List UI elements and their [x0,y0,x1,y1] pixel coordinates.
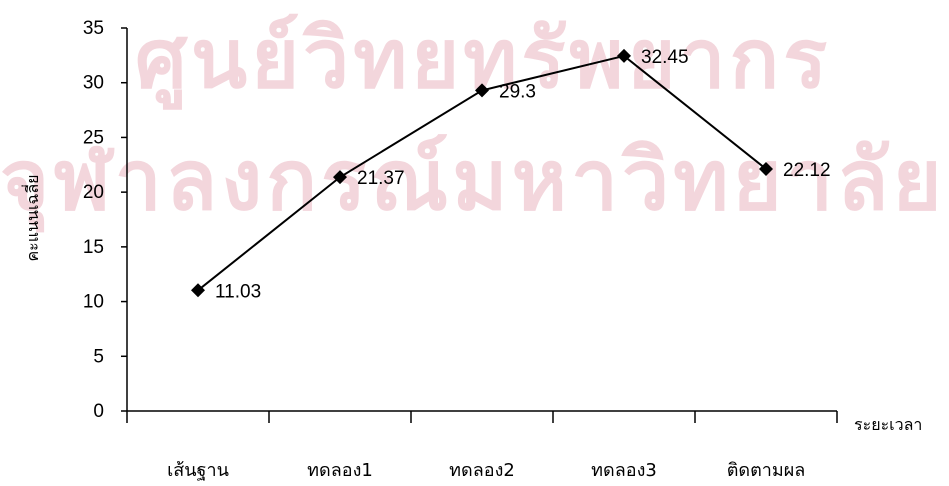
x-tick-label: ติดตามผล [727,460,806,481]
x-tick-label: เส้นฐาน [167,460,229,481]
y-tick-label: 25 [83,127,104,148]
y-tick-label: 5 [93,346,104,367]
data-label: 29.3 [499,81,536,102]
y-tick-label: 35 [83,18,104,39]
x-tick-label: ทดลอง2 [449,460,515,481]
x-tick-label: ทดลอง3 [591,460,657,481]
data-point-marker [475,83,489,98]
y-tick-label: 30 [83,73,104,94]
y-tick-label: 15 [83,237,104,258]
data-label: 11.03 [215,281,261,302]
data-label: 32.45 [641,47,689,68]
data-label: 21.37 [357,168,405,189]
data-point-marker [191,283,205,298]
data-label: 22.12 [783,160,831,181]
y-tick-label: 10 [83,292,104,313]
y-tick-label: 20 [83,182,104,203]
y-tick-label: 0 [93,401,104,422]
x-axis-title: ระยะเวลา [854,415,922,434]
x-axis: เส้นฐาน ทดลอง1 ทดลอง2 ทดลอง3 ติดตามผล [126,410,838,481]
data-point-marker [759,161,773,176]
x-tick-label: ทดลอง1 [307,460,373,481]
series: 11.03 21.37 29.3 32.45 22.12 [191,47,831,302]
y-axis: 0 5 10 15 20 25 30 35 [83,18,128,422]
data-point-marker [617,48,631,63]
data-point-marker [333,170,347,185]
y-axis-title: คะแนนเฉลี่ย [21,174,42,261]
